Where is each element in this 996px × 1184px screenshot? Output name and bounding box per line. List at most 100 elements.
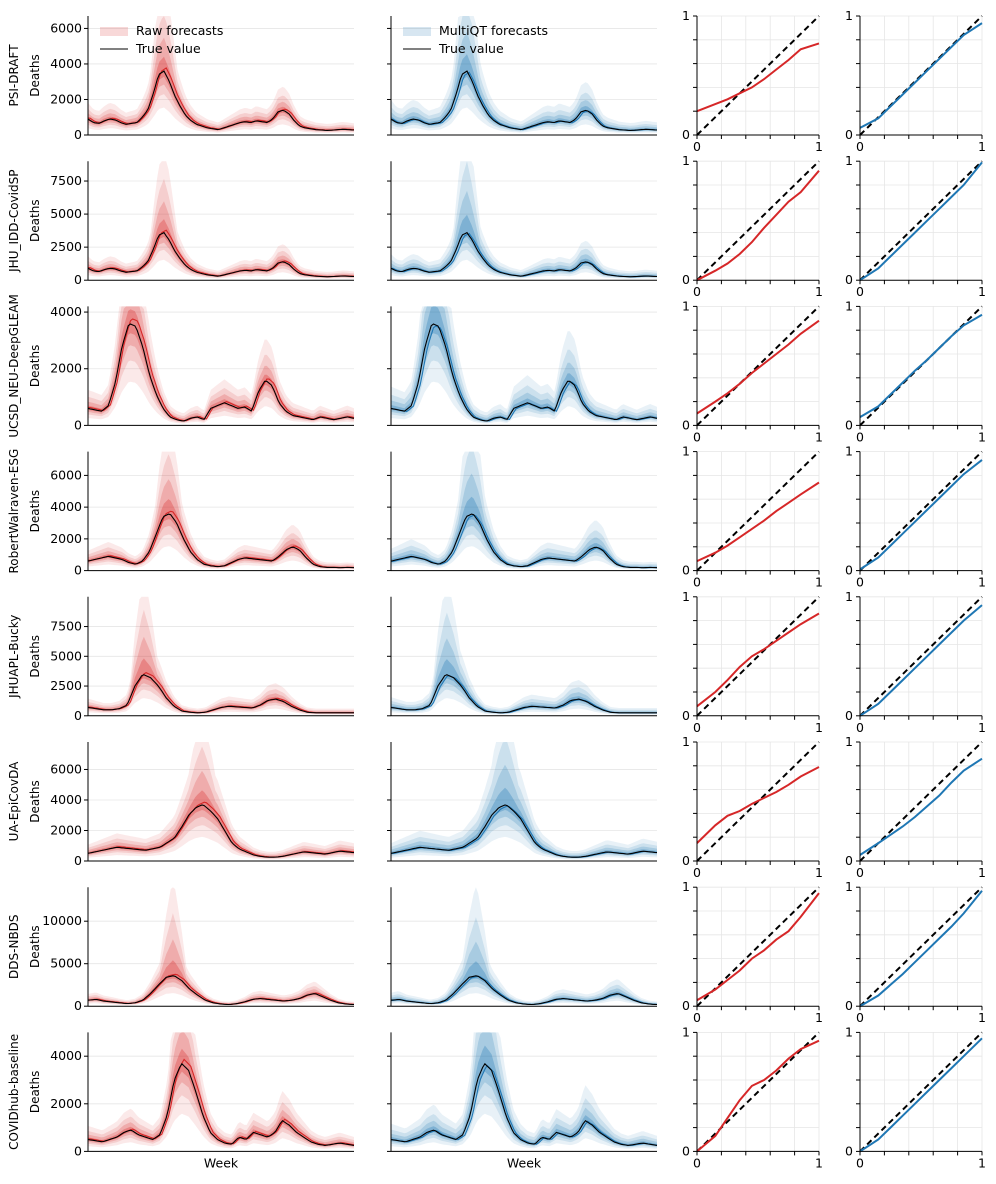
x-tick-label: 0: [856, 575, 864, 590]
y-tick-label: 5000: [50, 206, 82, 221]
calibration-curve: [696, 42, 820, 113]
y-tick-label: 4000: [50, 792, 82, 807]
x-tick-label: 1: [978, 139, 986, 154]
forecast-band: [88, 596, 354, 715]
forecast-band: [88, 1032, 354, 1148]
true-value-line: [87, 674, 354, 714]
calibration-curve: [859, 890, 983, 1008]
true-value-line: [87, 975, 355, 1006]
multiqt-forecast-panel: [387, 742, 658, 862]
multiqt-calibration-panel: 0 1 0 1: [845, 8, 986, 154]
y-tick-label: 2000: [50, 531, 82, 546]
y-axis-label: Deaths: [28, 199, 42, 242]
legend: MultiQT forecasts True value: [403, 23, 548, 56]
y-tick-label: 7500: [50, 619, 82, 634]
ideal-calibration-diagonal: [696, 15, 820, 136]
true-value-line: [87, 323, 355, 422]
y-tick-label: 1: [845, 298, 853, 313]
multiqt-forecast-panel: [387, 451, 658, 572]
y-axis-label: Deaths: [28, 780, 42, 823]
legend-band-label: Raw forecasts: [136, 23, 223, 38]
forecast-band: [88, 454, 354, 569]
true-value-line: [87, 70, 355, 131]
model-name-label: UA-EpiCovDA: [7, 761, 21, 841]
legend-truth-label: True value: [438, 41, 504, 56]
x-tick-label: 0: [693, 720, 701, 735]
true-value-line: [390, 1062, 658, 1146]
model-row-DDS-NBDS: DDS-NBDS Deaths 0 5000 10000 0 1 0 1 0 1 0 1: [7, 879, 986, 1025]
y-tick-label: 1: [682, 153, 690, 168]
legend-truth-label: True value: [135, 41, 201, 56]
model-name-label: RobertWalraven-ESG: [7, 449, 21, 574]
y-tick-label: 0: [682, 998, 690, 1013]
y-tick-label: 1: [682, 879, 690, 894]
y-tick-label: 2500: [50, 239, 82, 254]
legend-band-swatch: [100, 27, 128, 36]
forecast-band: [88, 770, 354, 858]
ideal-calibration-diagonal: [696, 450, 820, 572]
y-axis-label: Deaths: [28, 490, 42, 533]
y-tick-label: 4000: [50, 499, 82, 514]
calibration-curve: [696, 319, 820, 415]
ideal-calibration-diagonal: [696, 596, 820, 717]
y-tick-label: 1: [682, 734, 690, 749]
y-tick-label: 0: [845, 417, 853, 432]
true-value-line: [390, 70, 658, 131]
multiqt-calibration-panel: 0 1 0 1: [845, 1024, 986, 1170]
model-name-label: COVIDhub-baseline: [7, 1034, 21, 1150]
forecast-median-line: [88, 801, 355, 858]
y-tick-label: 1: [682, 298, 690, 313]
y-tick-label: 0: [74, 1143, 82, 1158]
forecast-band: [391, 596, 657, 715]
y-tick-label: 0: [682, 708, 690, 723]
forecast-band: [391, 764, 657, 858]
y-tick-label: 2500: [50, 678, 82, 693]
x-tick-label: 1: [815, 720, 823, 735]
multiqt-calibration-panel: 0 1 0 1: [845, 589, 986, 735]
x-tick-label: 1: [978, 865, 986, 880]
y-tick-label: 2000: [50, 91, 82, 106]
raw-forecast-panel: 0 2000 4000 6000 Raw forecasts True value: [50, 16, 355, 142]
y-tick-label: 1: [682, 444, 690, 459]
ideal-calibration-diagonal: [859, 886, 983, 1007]
ideal-calibration-diagonal: [859, 450, 983, 572]
multiqt-calibration-panel: 0 1 0 1: [845, 879, 986, 1025]
x-tick-label: 0: [693, 1155, 701, 1170]
forecast-band: [391, 612, 657, 714]
forecast-band: [88, 479, 354, 569]
forecast-band: [88, 913, 354, 1006]
y-tick-label: 2000: [50, 361, 82, 376]
true-value-line: [390, 975, 658, 1006]
raw-forecast-panel: 0 2000 4000 6000: [50, 451, 355, 578]
y-axis-label: Deaths: [28, 54, 42, 97]
calibration-curve: [859, 1037, 983, 1153]
model-name-label: DDS-NBDS: [7, 914, 21, 979]
multiqt-calibration-panel: 0 1 0 1: [845, 734, 986, 880]
forecast-median-line: [88, 1058, 355, 1146]
raw-calibration-panel: 0 1 0 1: [682, 444, 823, 590]
x-tick-label: 1: [815, 865, 823, 880]
multiqt-forecast-panel: [387, 161, 658, 281]
forecast-band: [88, 306, 354, 423]
y-tick-label: 1: [682, 589, 690, 604]
y-tick-label: 1: [682, 1024, 690, 1039]
y-tick-label: 0: [74, 998, 82, 1013]
x-tick-label: 0: [693, 429, 701, 444]
forecast-band: [88, 201, 354, 278]
x-tick-label: 0: [856, 1155, 864, 1170]
x-axis-label: Week: [507, 1155, 542, 1170]
forecast-band: [88, 1032, 354, 1147]
forecast-band: [391, 16, 657, 132]
forecast-band: [391, 917, 657, 1006]
forecast-band: [391, 1032, 657, 1147]
y-tick-label: 4000: [50, 56, 82, 71]
forecast-band: [88, 609, 354, 714]
calibration-curve: [859, 459, 983, 571]
raw-forecast-panel: 0 2000 4000: [50, 304, 355, 432]
x-tick-label: 0: [693, 284, 701, 299]
x-tick-label: 1: [815, 429, 823, 444]
x-tick-label: 1: [978, 575, 986, 590]
x-tick-label: 1: [815, 139, 823, 154]
calibration-curve: [859, 161, 983, 282]
